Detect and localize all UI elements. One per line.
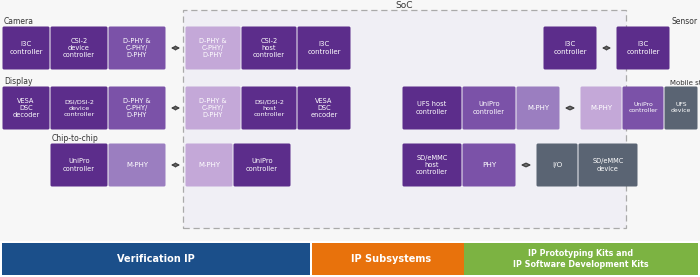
Text: SD/eMMC
device: SD/eMMC device [592,158,624,172]
Text: UniPro
controller: UniPro controller [63,158,95,172]
FancyBboxPatch shape [108,143,165,186]
FancyBboxPatch shape [241,27,297,70]
FancyBboxPatch shape [234,143,290,186]
FancyBboxPatch shape [298,27,351,70]
FancyBboxPatch shape [50,86,108,130]
Text: UniPro
controller: UniPro controller [473,101,505,115]
FancyBboxPatch shape [186,27,241,70]
Text: I3C
controller: I3C controller [626,41,659,55]
Text: D-PHY &
C-PHY/
D-PHY: D-PHY & C-PHY/ D-PHY [123,98,150,118]
Text: CSI-2
device
controller: CSI-2 device controller [63,38,95,58]
FancyBboxPatch shape [578,143,638,186]
Bar [183,10,626,228]
Text: D-PHY &
C-PHY/
D-PHY: D-PHY & C-PHY/ D-PHY [199,38,227,58]
FancyBboxPatch shape [186,86,241,130]
FancyBboxPatch shape [186,143,232,186]
FancyBboxPatch shape [3,27,50,70]
Text: IP Subsystems: IP Subsystems [351,254,431,264]
FancyBboxPatch shape [536,143,578,186]
Text: CSI-2
host
controller: CSI-2 host controller [253,38,285,58]
Text: M-PHY: M-PHY [527,105,549,111]
Text: SD/eMMC
host
controller: SD/eMMC host controller [416,155,448,175]
Text: VESA
DSC
encoder: VESA DSC encoder [310,98,337,118]
Bar [2,243,310,275]
FancyBboxPatch shape [463,86,515,130]
Text: PHY: PHY [482,162,496,168]
Text: I3C
controller: I3C controller [307,41,341,55]
FancyBboxPatch shape [50,27,108,70]
FancyBboxPatch shape [402,143,461,186]
Text: M-PHY: M-PHY [126,162,148,168]
FancyBboxPatch shape [622,86,664,130]
FancyBboxPatch shape [402,86,461,130]
Text: I/O: I/O [552,162,562,168]
Bar [312,243,470,275]
Bar [0,0,700,241]
Text: D-PHY &
C-PHY/
D-PHY: D-PHY & C-PHY/ D-PHY [199,98,227,118]
FancyBboxPatch shape [664,86,697,130]
Text: Chip-to-chip: Chip-to-chip [52,134,99,143]
Text: Display: Display [4,77,32,86]
Text: M-PHY: M-PHY [590,105,612,111]
FancyBboxPatch shape [108,86,165,130]
FancyBboxPatch shape [543,27,596,70]
FancyBboxPatch shape [108,27,165,70]
FancyBboxPatch shape [580,86,622,130]
Text: Mobile storage: Mobile storage [670,80,700,86]
Text: Sensor: Sensor [671,17,697,26]
FancyBboxPatch shape [463,143,515,186]
FancyBboxPatch shape [298,86,351,130]
Text: Verification IP: Verification IP [117,254,195,264]
Text: SoC: SoC [395,1,413,10]
Bar [464,243,698,275]
FancyBboxPatch shape [3,86,50,130]
Text: D-PHY &
C-PHY/
D-PHY: D-PHY & C-PHY/ D-PHY [123,38,150,58]
Text: Camera: Camera [4,17,34,26]
Text: I3C
controller: I3C controller [9,41,43,55]
Text: UFS host
controller: UFS host controller [416,101,448,115]
FancyBboxPatch shape [241,86,297,130]
Text: UFS
device: UFS device [671,102,691,114]
Text: M-PHY: M-PHY [198,162,220,168]
Text: DSI/DSI-2
host
controller: DSI/DSI-2 host controller [253,99,285,117]
Text: VESA
DSC
decoder: VESA DSC decoder [13,98,40,118]
Text: IP Prototyping Kits and
IP Software Development Kits: IP Prototyping Kits and IP Software Deve… [513,248,649,270]
FancyBboxPatch shape [517,86,559,130]
FancyBboxPatch shape [50,143,108,186]
Text: I3C
controller: I3C controller [553,41,587,55]
Text: DSI/DSI-2
device
controller: DSI/DSI-2 device controller [64,99,94,117]
Text: UniPro
controller: UniPro controller [246,158,278,172]
FancyBboxPatch shape [617,27,669,70]
Text: UniPro
controller: UniPro controller [629,102,658,114]
